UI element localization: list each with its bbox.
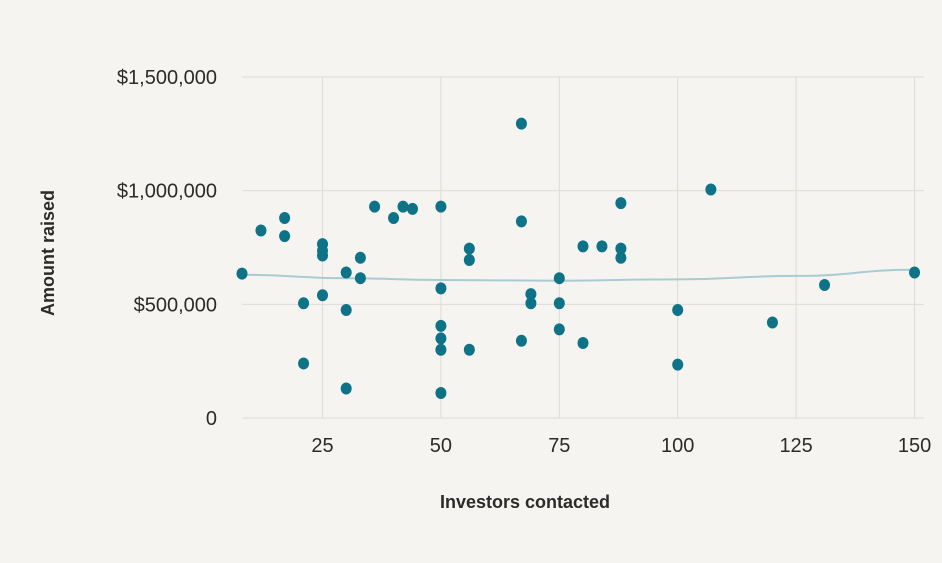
data-point	[766, 316, 778, 329]
y-axis-title: Amount raised	[38, 190, 58, 316]
data-point	[317, 289, 329, 302]
data-point	[577, 336, 589, 349]
data-point	[672, 304, 684, 317]
data-point	[515, 215, 527, 228]
data-point	[255, 224, 267, 237]
y-tick-label: $500,000	[134, 294, 217, 316]
x-tick-label: 100	[661, 435, 694, 457]
x-tick-label: 150	[898, 435, 931, 457]
data-point	[340, 304, 352, 317]
data-point	[236, 267, 248, 280]
data-point	[435, 386, 447, 399]
data-points	[236, 117, 921, 399]
data-point	[435, 200, 447, 213]
data-point	[909, 266, 921, 279]
data-point	[435, 319, 447, 332]
data-point	[317, 249, 329, 262]
data-point	[463, 343, 475, 356]
data-point	[672, 358, 684, 371]
data-point	[553, 323, 565, 336]
data-point	[596, 240, 608, 253]
x-axis-title: Investors contacted	[440, 492, 610, 512]
data-point	[577, 240, 589, 253]
data-point	[388, 211, 400, 224]
data-point	[279, 211, 291, 224]
data-point	[340, 266, 352, 279]
data-point	[397, 200, 409, 213]
data-point	[435, 343, 447, 356]
x-tick-label: 75	[548, 435, 570, 457]
y-axis-ticks: 0 $500,000 $1,000,000 $1,500,000	[117, 67, 217, 430]
data-point	[407, 202, 418, 215]
data-point	[279, 230, 291, 243]
x-tick-label: 50	[430, 435, 452, 457]
data-point	[354, 251, 366, 264]
y-tick-label: $1,000,000	[117, 181, 217, 203]
data-point	[553, 297, 565, 310]
data-point	[369, 200, 381, 213]
data-point	[615, 251, 627, 264]
data-point	[819, 279, 831, 292]
data-point	[354, 272, 366, 285]
data-point	[435, 332, 447, 345]
data-point	[553, 272, 565, 285]
data-point	[298, 357, 310, 370]
data-point	[515, 334, 527, 347]
data-point	[340, 382, 352, 395]
x-tick-label: 125	[779, 435, 812, 457]
x-axis-ticks: 25 50 75 100 125 150	[311, 435, 931, 457]
x-tick-label: 25	[311, 435, 333, 457]
data-point	[615, 197, 627, 210]
data-point	[463, 254, 475, 267]
data-point	[515, 117, 527, 130]
data-point	[435, 282, 447, 295]
data-point	[298, 297, 310, 310]
data-point	[525, 288, 537, 301]
data-point	[615, 242, 627, 255]
data-point	[525, 297, 537, 310]
data-point	[705, 183, 717, 196]
y-tick-label: 0	[206, 408, 217, 430]
data-point	[463, 242, 475, 255]
y-tick-label: $1,500,000	[117, 67, 217, 89]
